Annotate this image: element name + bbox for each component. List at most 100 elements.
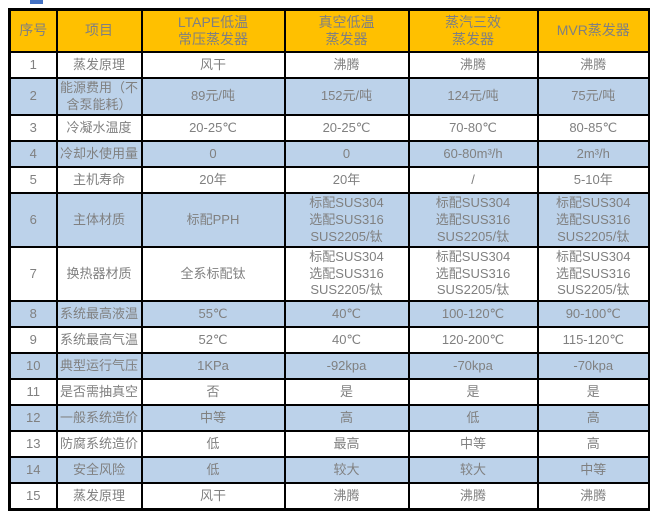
table-row: 8 系统最高液温 55℃ 40℃ 100-120℃ 90-100℃ (8, 300, 650, 328)
value-cell: 80-85℃ (536, 114, 650, 143)
item-label-cell: 是否需抽真空 (55, 378, 143, 406)
table-row: 1 蒸发原理 风干 沸腾 沸腾 沸腾 (8, 51, 650, 79)
value-cell: 风干 (140, 51, 286, 79)
selection-handle (30, 0, 43, 4)
table-body: 1 蒸发原理 风干 沸腾 沸腾 沸腾 2 能源费用（不含泵能耗） 89元/吨 152元/吨 124元… (8, 51, 650, 511)
value-cell: 沸腾 (536, 482, 650, 511)
table-row: 6 主体材质 标配PPH 标配SUS304 选配SUS316 SUS2205/钛 标配S… (8, 192, 650, 249)
row-number-cell: 5 (8, 166, 58, 195)
value-cell: 标配SUS304 选配SUS316 SUS2205/钛 (283, 192, 410, 249)
item-label-cell: 换热器材质 (55, 246, 143, 302)
value-cell: 高 (536, 430, 650, 458)
row-number-cell: 12 (8, 404, 58, 432)
item-label-cell: 系统最高气温 (55, 326, 143, 354)
item-label-cell: 主体材质 (55, 192, 143, 249)
value-cell: / (407, 166, 539, 195)
table-row: 2 能源费用（不含泵能耗） 89元/吨 152元/吨 124元/吨 75元/吨 (8, 76, 650, 117)
value-cell: 标配SUS304 选配SUS316 SUS2205/钛 (407, 192, 539, 249)
value-cell: 沸腾 (407, 51, 539, 79)
table-row: 3 冷凝水温度 20-25℃ 20-25℃ 70-80℃ 80-85℃ (8, 114, 650, 143)
value-cell: 最高 (283, 430, 410, 458)
value-cell: 标配PPH (140, 192, 286, 249)
value-cell: 0 (283, 140, 410, 169)
value-cell: 是 (407, 378, 539, 406)
row-number-cell: 10 (8, 352, 58, 380)
value-cell: 40℃ (283, 300, 410, 328)
header-row: 序号 项目 LTAPE低温 常压蒸发器 真空低温 蒸发器 蒸汽三效 蒸发器 MVR蒸发器 (8, 8, 650, 53)
value-cell: 20年 (283, 166, 410, 195)
value-cell: 中等 (407, 430, 539, 458)
evaporator-comparison-table: 序号 项目 LTAPE低温 常压蒸发器 真空低温 蒸发器 蒸汽三效 蒸发器 MVR蒸发器 … (8, 8, 650, 511)
value-cell: 5-10年 (536, 166, 650, 195)
item-label-cell: 一般系统造价 (55, 404, 143, 432)
value-cell: 115-120℃ (536, 326, 650, 354)
value-cell: 120-200℃ (407, 326, 539, 354)
table-row: 15 蒸发原理 风干 沸腾 沸腾 沸腾 (8, 482, 650, 511)
value-cell: 152元/吨 (283, 76, 410, 117)
value-cell: 低 (140, 456, 286, 484)
item-label-cell: 冷却水使用量 (55, 140, 143, 169)
row-number-cell: 2 (8, 76, 58, 117)
value-cell: 是 (283, 378, 410, 406)
value-cell: 全系标配钛 (140, 246, 286, 302)
row-number-cell: 9 (8, 326, 58, 354)
column-header: MVR蒸发器 (536, 8, 650, 53)
table-row: 10 典型运行气压 1KPa -92kpa -70kpa -70kpa (8, 352, 650, 380)
item-label-cell: 安全风险 (55, 456, 143, 484)
value-cell: 20年 (140, 166, 286, 195)
column-header: 项目 (55, 8, 143, 53)
value-cell: 风干 (140, 482, 286, 511)
value-cell: 89元/吨 (140, 76, 286, 117)
table-row: 13 防腐系统造价低最高 中等高 (8, 430, 650, 458)
table-row: 14 安全风险低较大 较大 中等 (8, 456, 650, 484)
row-number-cell: 13 (8, 430, 58, 458)
value-cell: 标配SUS304 选配SUS316 SUS2205/钛 (283, 246, 410, 302)
value-cell: -92kpa (283, 352, 410, 380)
row-number-cell: 14 (8, 456, 58, 484)
row-number-cell: 7 (8, 246, 58, 302)
value-cell: 20-25℃ (283, 114, 410, 143)
column-header: 序号 (8, 8, 58, 53)
value-cell: 124元/吨 (407, 76, 539, 117)
value-cell: 标配SUS304 选配SUS316 SUS2205/钛 (536, 192, 650, 249)
item-label-cell: 典型运行气压 (55, 352, 143, 380)
value-cell: -70kpa (407, 352, 539, 380)
value-cell: 75元/吨 (536, 76, 650, 117)
value-cell: 沸腾 (283, 482, 410, 511)
value-cell: 是 (536, 378, 650, 406)
item-label-cell: 防腐系统造价 (55, 430, 143, 458)
column-header: 真空低温 蒸发器 (283, 8, 410, 53)
row-number-cell: 15 (8, 482, 58, 511)
value-cell: 2m³/h (536, 140, 650, 169)
value-cell: 较大 (407, 456, 539, 484)
item-label-cell: 系统最高液温 (55, 300, 143, 328)
value-cell: 标配SUS304 选配SUS316 SUS2205/钛 (536, 246, 650, 302)
value-cell: 沸腾 (536, 51, 650, 79)
item-label-cell: 蒸发原理 (55, 51, 143, 79)
table-row: 4 冷却水使用量 0 0 60-80m³/h 2m³/h (8, 140, 650, 169)
value-cell: 中等 (140, 404, 286, 432)
value-cell: 低 (407, 404, 539, 432)
value-cell: 60-80m³/h (407, 140, 539, 169)
value-cell: 沸腾 (407, 482, 539, 511)
row-number-cell: 8 (8, 300, 58, 328)
value-cell: -70kpa (536, 352, 650, 380)
value-cell: 较大 (283, 456, 410, 484)
row-number-cell: 6 (8, 192, 58, 249)
value-cell: 20-25℃ (140, 114, 286, 143)
row-number-cell: 3 (8, 114, 58, 143)
value-cell: 否 (140, 378, 286, 406)
column-header: LTAPE低温 常压蒸发器 (140, 8, 286, 53)
table-row: 5 主机寿命 20年 20年/5-10年 (8, 166, 650, 195)
column-header: 蒸汽三效 蒸发器 (407, 8, 539, 53)
item-label-cell: 蒸发原理 (55, 482, 143, 511)
value-cell: 沸腾 (283, 51, 410, 79)
table-row: 7 换热器材质 全系标配钛 标配SUS304 选配SUS316 SUS2205/钛 标配… (8, 246, 650, 302)
value-cell: 100-120℃ (407, 300, 539, 328)
value-cell: 90-100℃ (536, 300, 650, 328)
value-cell: 52℃ (140, 326, 286, 354)
row-number-cell: 4 (8, 140, 58, 169)
table-row: 11 是否需抽真空否是是是 (8, 378, 650, 406)
value-cell: 70-80℃ (407, 114, 539, 143)
value-cell: 高 (536, 404, 650, 432)
